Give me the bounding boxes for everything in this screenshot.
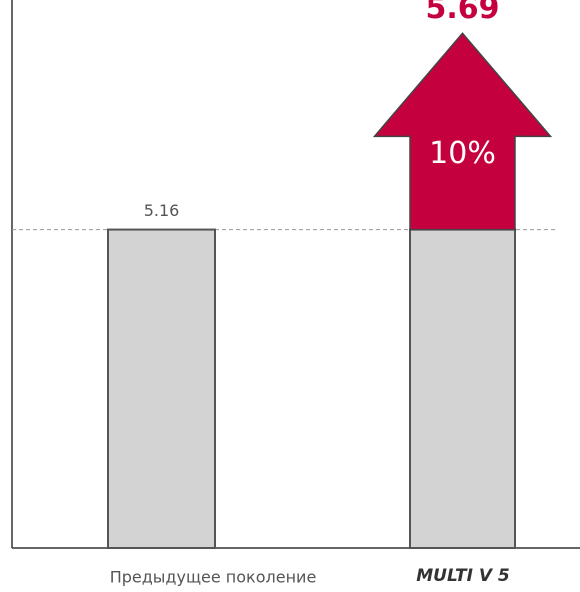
- increase-arrow: [372, 32, 553, 231]
- value-label: 5.16: [144, 201, 180, 220]
- bar: [107, 228, 216, 549]
- x-tick-label: Предыдущее поколение: [110, 568, 317, 587]
- annotation: 10%: [429, 136, 496, 171]
- x-tick-label: MULTI V 5: [416, 566, 509, 586]
- base-bar: [409, 228, 516, 549]
- value-label: 5.69: [425, 0, 499, 26]
